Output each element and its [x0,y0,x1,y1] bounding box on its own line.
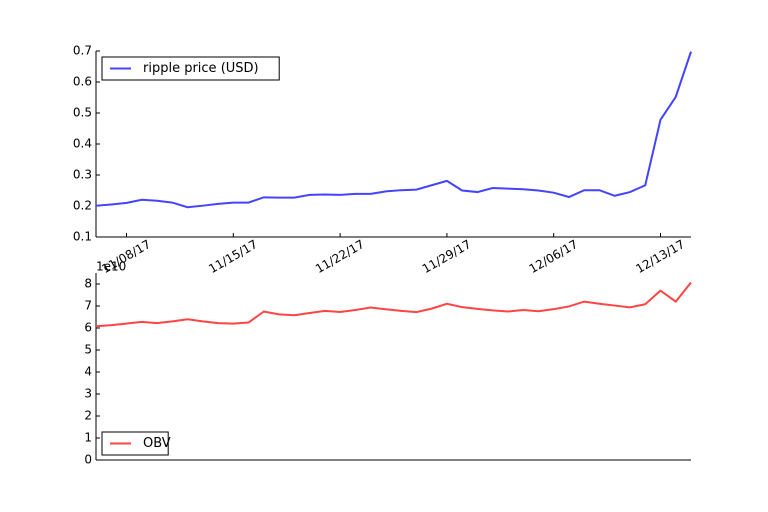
y-tick-label: 2 [84,409,92,423]
y-tick-label: 0.6 [73,75,92,89]
y-tick-label: 4 [84,365,92,379]
y-tick-label: 8 [84,277,92,291]
x-tick-label: 11/15/17 [206,237,260,276]
y-tick-label: 0.3 [73,168,92,182]
y-tick-label: 3 [84,387,92,401]
data-line [95,281,692,328]
x-tick-label: 11/22/17 [313,237,367,276]
legend-box [101,431,169,456]
legend-box [101,56,280,81]
y-tick-label: 0.2 [73,199,92,213]
legend: ripple price (USD) [101,56,280,81]
y-tick-label: 6 [84,321,92,335]
x-tick-label: 11/29/17 [420,237,474,276]
legend-label: ripple price (USD) [143,61,259,76]
legend-label: OBV [143,436,171,451]
y-tick-label: 7 [84,299,92,313]
x-tick-label: 12/13/17 [633,237,687,276]
legend: OBV [101,431,171,456]
y-tick-label: 0.5 [73,106,92,120]
data-line [95,51,692,209]
y-tick-label: 1 [84,431,92,445]
y-tick-label: 0.4 [73,137,92,151]
y-tick-label: 0 [84,453,92,467]
offset-text: 1e10 [96,260,126,274]
y-tick-label: 0.1 [73,230,92,244]
x-tick-label: 12/06/17 [527,237,581,276]
y-tick-label: 0.7 [73,44,92,58]
y-tick-label: 5 [84,343,92,357]
